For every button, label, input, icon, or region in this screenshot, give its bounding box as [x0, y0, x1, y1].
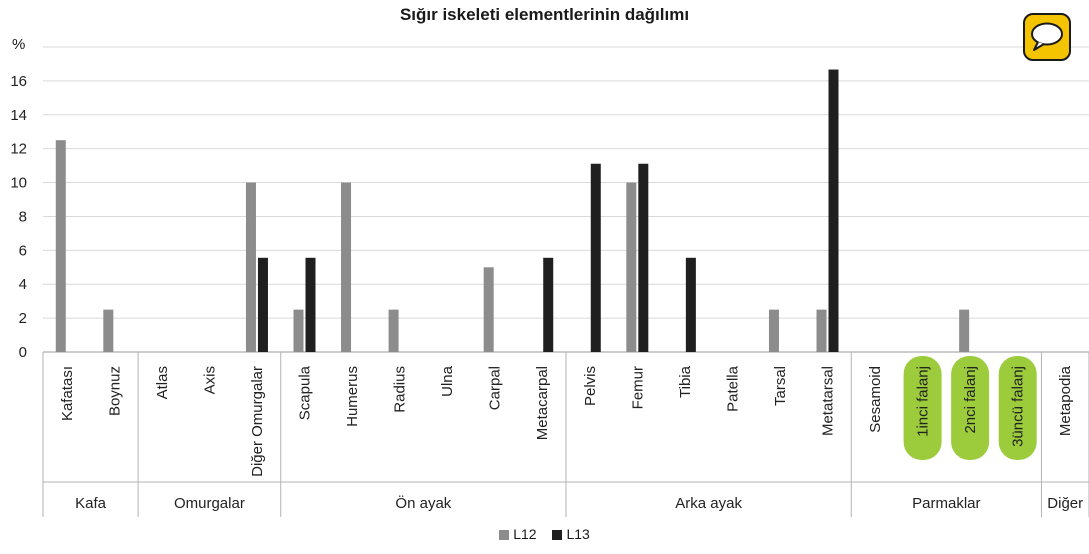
- speech-bubble-icon: [1031, 22, 1063, 51]
- category-label: Ulna: [439, 365, 456, 397]
- y-tick-label: 6: [19, 242, 27, 259]
- category-label: 2nci falanj: [962, 366, 979, 434]
- legend-label-l13: L13: [566, 526, 590, 542]
- category-label: Boynuz: [106, 366, 123, 416]
- category-label: Radius: [392, 366, 409, 413]
- bar-l13: [257, 257, 268, 352]
- bar-l12: [293, 309, 304, 352]
- bar-l13: [543, 257, 554, 352]
- bar-l13: [828, 69, 839, 353]
- category-label: Diğer Omurgalar: [249, 366, 266, 477]
- category-label: Kafatası: [59, 366, 76, 421]
- category-label: Sesamoid: [867, 366, 884, 433]
- bar-l12: [768, 309, 779, 352]
- legend-swatch-l13: [552, 530, 563, 540]
- bar-l12: [816, 309, 827, 352]
- bar-l13: [638, 163, 649, 352]
- group-label: Parmaklar: [912, 495, 980, 512]
- category-highlight: [998, 356, 1037, 460]
- y-tick-label: 10: [10, 175, 27, 192]
- bar-l13: [590, 163, 601, 352]
- category-label: 1inci falanj: [915, 366, 932, 437]
- category-label: Axis: [201, 366, 218, 394]
- category-label: Femur: [629, 366, 646, 409]
- bar-l12: [959, 309, 970, 352]
- category-label: Patella: [724, 365, 741, 412]
- bar-l13: [305, 257, 316, 352]
- bar-l13: [685, 257, 696, 352]
- y-tick-label: 14: [10, 107, 27, 124]
- y-tick-label: 2: [19, 310, 27, 327]
- group-label: Omurgalar: [174, 495, 245, 512]
- legend-swatch-l12: [499, 530, 510, 540]
- group-label: Diğer: [1047, 495, 1083, 512]
- y-tick-label: 4: [19, 276, 27, 293]
- category-label: Scapula: [297, 365, 314, 420]
- legend-item-l13: L13: [552, 526, 590, 542]
- category-label: 3üncü falanj: [1010, 366, 1027, 447]
- y-tick-label: 0: [19, 344, 27, 361]
- group-label: Kafa: [75, 495, 107, 512]
- category-label: Pelvis: [582, 366, 599, 406]
- category-label: Metapodia: [1057, 365, 1074, 436]
- y-tick-label: 16: [10, 73, 27, 90]
- category-highlight: [951, 356, 990, 460]
- category-highlight: [903, 356, 942, 460]
- category-label: Metacarpal: [534, 366, 551, 440]
- group-label: Arka ayak: [675, 495, 742, 512]
- y-tick-label: 12: [10, 141, 27, 158]
- category-label: Tibia: [677, 365, 694, 398]
- chart-title: Sığır iskeleti elementlerinin dağılımı: [399, 5, 690, 24]
- bar-l12: [245, 182, 256, 352]
- category-label: Metatarsal: [820, 366, 837, 436]
- category-label: Carpal: [487, 366, 504, 410]
- legend-item-l12: L12: [499, 526, 537, 542]
- group-label: Ön ayak: [395, 494, 451, 512]
- bar-l12: [103, 309, 114, 352]
- legend: L12 L13: [0, 526, 1089, 542]
- category-label: Humerus: [344, 366, 361, 427]
- legend-label-l12: L12: [513, 526, 537, 542]
- y-axis-unit-label: %: [12, 36, 26, 53]
- y-tick-label: 8: [19, 208, 27, 225]
- bar-l12: [626, 182, 637, 352]
- category-label: Atlas: [154, 366, 171, 399]
- bar-l12: [388, 309, 399, 352]
- category-label: Tarsal: [772, 366, 789, 406]
- bar-l12: [55, 140, 66, 352]
- bar-l12: [341, 182, 352, 352]
- comment-button[interactable]: [1023, 13, 1071, 61]
- bar-l12: [483, 267, 494, 352]
